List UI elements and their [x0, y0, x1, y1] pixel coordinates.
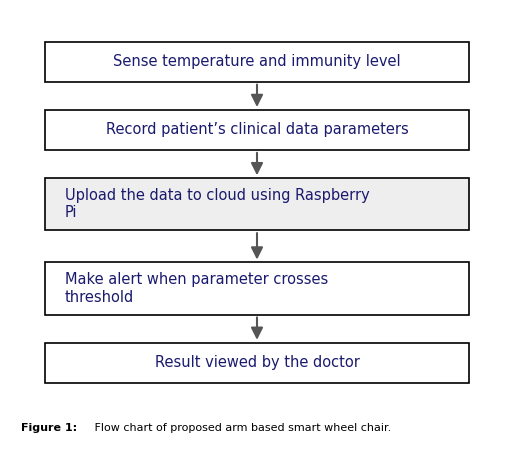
- Text: Upload the data to cloud using Raspberry
Pi: Upload the data to cloud using Raspberry…: [65, 188, 369, 221]
- FancyBboxPatch shape: [45, 262, 469, 315]
- Text: Sense temperature and immunity level: Sense temperature and immunity level: [113, 54, 401, 69]
- FancyBboxPatch shape: [45, 110, 469, 150]
- FancyBboxPatch shape: [45, 343, 469, 383]
- FancyBboxPatch shape: [45, 41, 469, 82]
- Text: Figure 1:: Figure 1:: [22, 423, 78, 433]
- Text: Make alert when parameter crosses
threshold: Make alert when parameter crosses thresh…: [65, 272, 328, 305]
- Text: Result viewed by the doctor: Result viewed by the doctor: [155, 355, 359, 370]
- Text: Record patient’s clinical data parameters: Record patient’s clinical data parameter…: [105, 122, 409, 138]
- FancyBboxPatch shape: [45, 178, 469, 230]
- Text: Flow chart of proposed arm based smart wheel chair.: Flow chart of proposed arm based smart w…: [91, 423, 391, 433]
